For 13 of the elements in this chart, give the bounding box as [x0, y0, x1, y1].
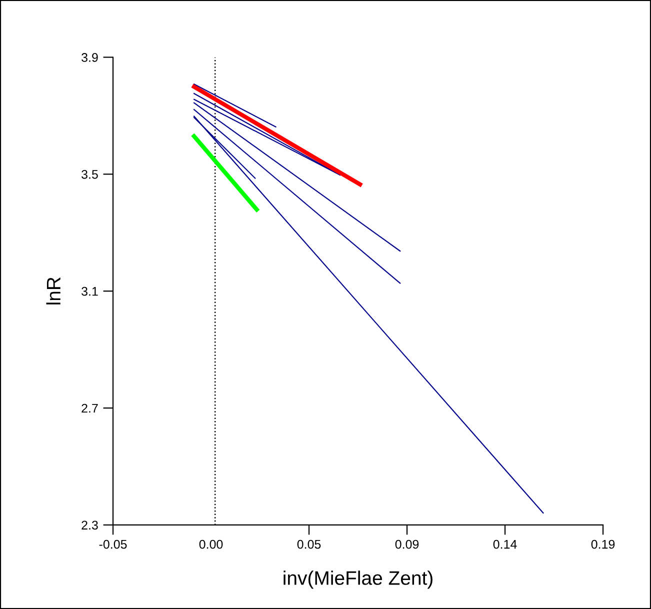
y-tick-label: 3.1 [82, 286, 98, 296]
x-tick-label: 0.19 [591, 540, 615, 549]
x-tick-label: -0.05 [99, 540, 127, 549]
y-tick-label: 3.9 [82, 53, 98, 62]
x-tick-label: 0.00 [199, 540, 223, 549]
x-tick-label: 0.05 [297, 540, 321, 549]
x-axis-title: inv(MieFlae Zent) [284, 570, 432, 589]
y-tick-label: 3.5 [82, 170, 98, 179]
y-axis-title: lnR [46, 277, 60, 304]
y-tick-label: 2.3 [82, 520, 98, 530]
x-tick-label: 0.09 [395, 540, 419, 549]
x-tick-label: 0.14 [493, 540, 517, 549]
y-tick-label: 2.7 [82, 404, 98, 413]
